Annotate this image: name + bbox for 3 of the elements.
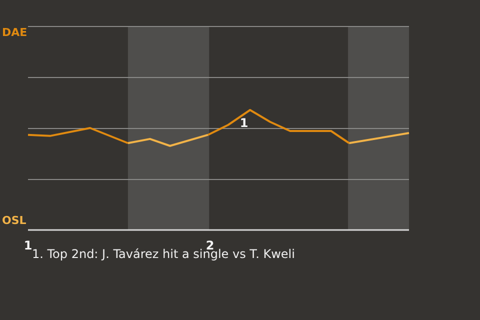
annotation: 1 bbox=[240, 116, 248, 130]
text: OSL bbox=[2, 214, 26, 227]
text: DAE bbox=[2, 26, 28, 39]
